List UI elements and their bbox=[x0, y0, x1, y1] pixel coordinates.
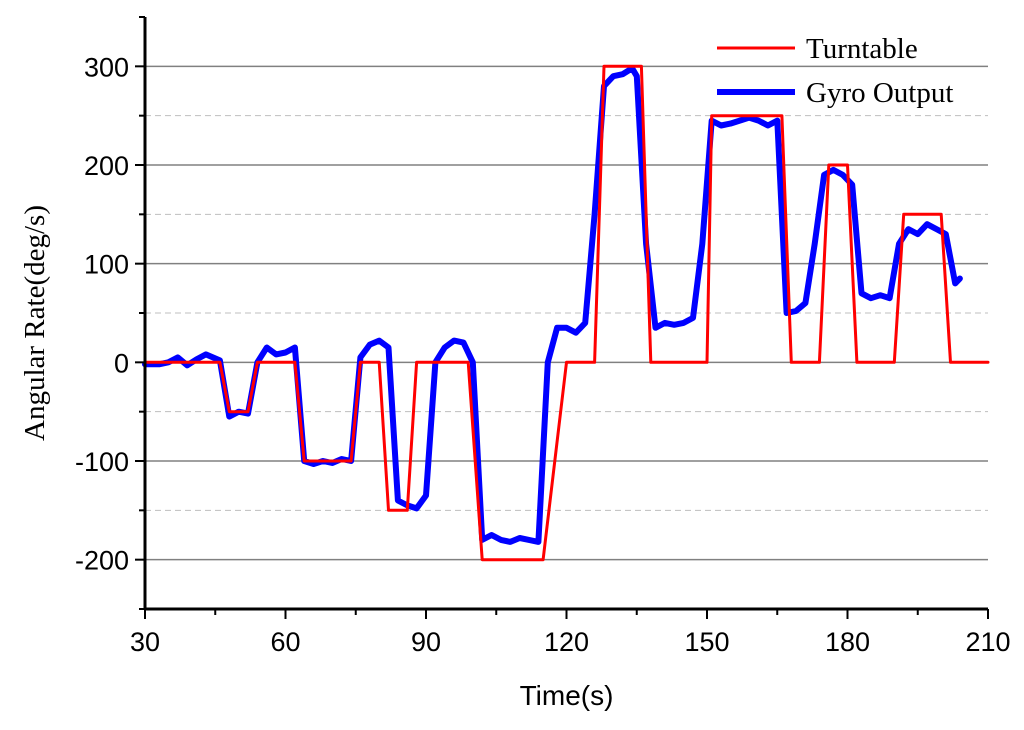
legend-label-turntable: Turntable bbox=[806, 33, 918, 65]
y-axis-title: Angular Rate(deg/s) bbox=[19, 205, 51, 441]
y-tick-label: -100 bbox=[75, 447, 129, 477]
legend-label-gyro-output: Gyro Output bbox=[806, 77, 953, 109]
y-tick-label: 100 bbox=[84, 250, 129, 280]
legend: Turntable Gyro Output bbox=[717, 33, 953, 109]
ticks: 30 60 90 120 150 180 210 -200 -100 0 100 200 300 bbox=[75, 16, 1011, 657]
x-tick-label: 90 bbox=[411, 627, 441, 657]
series-line-turntable bbox=[143, 64, 990, 562]
plot-area bbox=[142, 64, 990, 562]
grid bbox=[145, 65, 988, 561]
x-tick-label: 120 bbox=[544, 627, 589, 657]
x-tick-label: 30 bbox=[130, 627, 160, 657]
y-tick-label: -200 bbox=[75, 546, 129, 576]
x-tick-label: 180 bbox=[825, 627, 870, 657]
y-tick-label: 300 bbox=[84, 52, 129, 82]
y-tick-label: 0 bbox=[114, 348, 129, 378]
x-axis-title: Time(s) bbox=[520, 680, 614, 711]
x-tick-label: 60 bbox=[270, 627, 300, 657]
x-tick-label: 150 bbox=[684, 627, 729, 657]
x-tick-label: 210 bbox=[965, 627, 1010, 657]
y-tick-label: 200 bbox=[84, 151, 129, 181]
